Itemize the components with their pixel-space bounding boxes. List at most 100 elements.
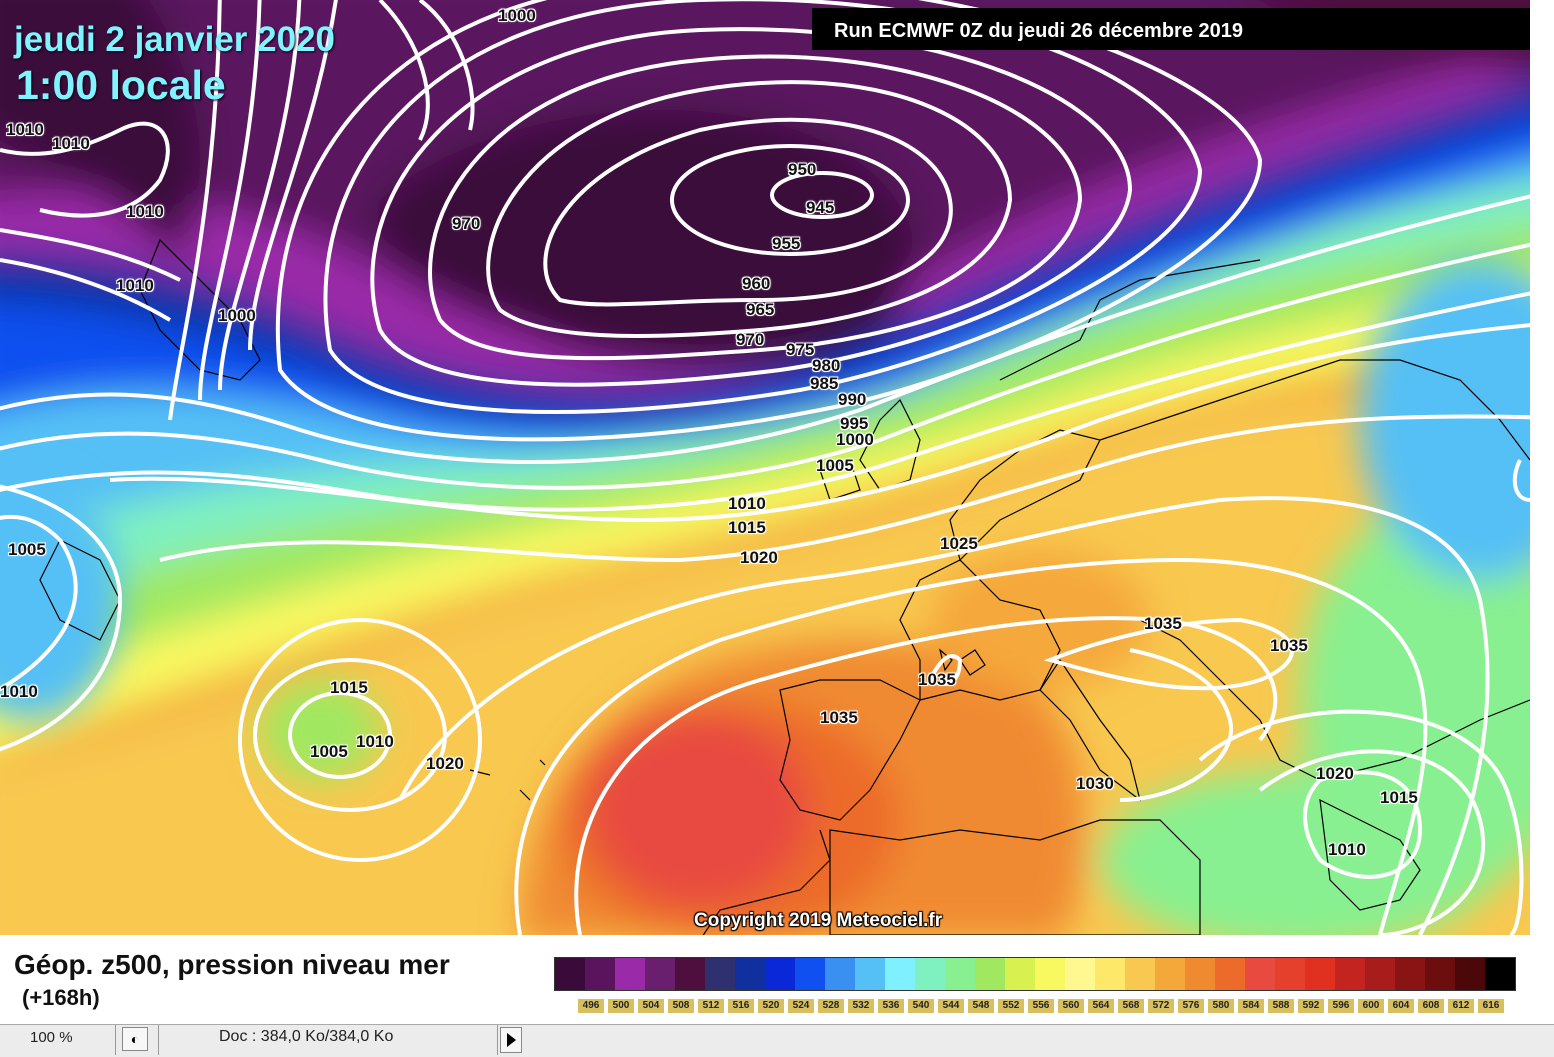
color-scale-value: 544 [938, 999, 964, 1013]
color-swatch [825, 958, 855, 990]
color-swatch [555, 958, 585, 990]
color-scale-value: 612 [1448, 999, 1474, 1013]
color-scale-value: 576 [1178, 999, 1204, 1013]
color-scale-value: 568 [1118, 999, 1144, 1013]
isobar-label: 995 [840, 414, 869, 433]
document-size: Doc : 384,0 Ko/384,0 Ko [158, 1025, 498, 1055]
color-swatch [1035, 958, 1065, 990]
color-scale-value: 536 [878, 999, 904, 1013]
color-swatch [1485, 958, 1515, 990]
color-scale-value: 524 [788, 999, 814, 1013]
forecast-offset: (+168h) [22, 985, 100, 1010]
legend-panel: Géop. z500, pression niveau mer (+168h) … [0, 935, 1530, 1024]
color-swatch [1425, 958, 1455, 990]
isobar-label: 1035 [820, 708, 858, 727]
color-scale-value: 608 [1418, 999, 1444, 1013]
color-swatch [1155, 958, 1185, 990]
isobar-label: 1010 [0, 682, 38, 701]
color-swatch [1215, 958, 1245, 990]
forecast-time: 1:00 locale [16, 62, 226, 108]
color-swatch [765, 958, 795, 990]
color-scale-labels: 496 500 504 508 512 516 520 524 528 532 536 540 544 5… [578, 999, 1508, 1013]
color-swatch [1245, 958, 1275, 990]
isobar-label: 950 [788, 160, 817, 179]
isobar-label: 1030 [1076, 774, 1114, 793]
color-scale-value: 548 [968, 999, 994, 1013]
zoom-level[interactable]: 100 % [0, 1025, 116, 1055]
status-bar: 100 % ◐ Doc : 384,0 Ko/384,0 Ko [0, 1024, 1554, 1057]
color-swatch [645, 958, 675, 990]
coastlines [39, 238, 1530, 935]
color-swatch [705, 958, 735, 990]
color-scale-value: 508 [668, 999, 694, 1013]
export-icon[interactable]: ◐ [122, 1027, 148, 1051]
color-scale-value: 560 [1058, 999, 1084, 1013]
color-swatch [945, 958, 975, 990]
color-scale-value: 552 [998, 999, 1024, 1013]
color-scale-value: 516 [728, 999, 754, 1013]
parameter-title: Géop. z500, pression niveau mer [14, 949, 450, 980]
color-swatch [1065, 958, 1095, 990]
color-swatch [675, 958, 705, 990]
color-swatch [1125, 958, 1155, 990]
color-scale-value: 592 [1298, 999, 1324, 1013]
isobar-label: 1035 [1270, 636, 1308, 655]
isobar-label: 1010 [1328, 840, 1366, 859]
isobar-label: 1010 [728, 494, 766, 513]
color-scale-value: 528 [818, 999, 844, 1013]
color-scale-value: 604 [1388, 999, 1414, 1013]
color-scale-value: 496 [578, 999, 604, 1013]
isobar-label: 1020 [740, 548, 778, 567]
color-swatch [1305, 958, 1335, 990]
isobar-label: 1005 [310, 742, 348, 761]
isobar-label: 990 [838, 390, 867, 409]
color-swatch [1365, 958, 1395, 990]
isobar-label: 1010 [356, 732, 394, 751]
color-swatch [1395, 958, 1425, 990]
color-swatch [1005, 958, 1035, 990]
color-scale-value: 616 [1478, 999, 1504, 1013]
color-swatch [795, 958, 825, 990]
color-scale-value: 572 [1148, 999, 1174, 1013]
isobar-label: 1020 [1316, 764, 1354, 783]
color-swatch [915, 958, 945, 990]
color-scale-value: 520 [758, 999, 784, 1013]
isobar-label: 1000 [218, 306, 256, 325]
weather-map: jeudi 2 janvier 2020 1:00 locale Run ECM… [0, 0, 1530, 935]
isobar-label: 965 [746, 300, 775, 319]
play-arrow-icon[interactable] [500, 1027, 522, 1053]
color-swatch [615, 958, 645, 990]
color-scale-value: 540 [908, 999, 934, 1013]
isobar-label: 970 [452, 214, 481, 233]
isobar-label: 1005 [8, 540, 46, 559]
isobar-label: 1035 [918, 670, 956, 689]
isobar-label: 1010 [116, 276, 154, 295]
isobar-label: 1015 [1380, 788, 1418, 807]
color-swatch [1275, 958, 1305, 990]
color-swatch [1335, 958, 1365, 990]
color-scale-value: 584 [1238, 999, 1264, 1013]
isobar-label: 945 [806, 198, 835, 217]
color-swatch [885, 958, 915, 990]
color-scale [554, 957, 1516, 991]
color-scale-value: 504 [638, 999, 664, 1013]
isobar-label: 1010 [52, 134, 90, 153]
isobar-label: 1005 [816, 456, 854, 475]
isobar-label: 1015 [728, 518, 766, 537]
color-scale-value: 580 [1208, 999, 1234, 1013]
isobar-label: 1000 [498, 6, 536, 25]
isobar-label: 1025 [940, 534, 978, 553]
color-swatch [855, 958, 885, 990]
color-scale-value: 500 [608, 999, 634, 1013]
color-scale-value: 512 [698, 999, 724, 1013]
run-banner: Run ECMWF 0Z du jeudi 26 décembre 2019 [812, 8, 1530, 50]
color-scale-value: 600 [1358, 999, 1384, 1013]
isobars [0, 0, 1530, 935]
color-swatch [1185, 958, 1215, 990]
isobar-label: 1035 [1144, 614, 1182, 633]
isobar-label: 955 [772, 234, 801, 253]
right-margin [1530, 0, 1554, 1056]
isobar-label: 1015 [330, 678, 368, 697]
color-scale-value: 596 [1328, 999, 1354, 1013]
color-swatch [735, 958, 765, 990]
